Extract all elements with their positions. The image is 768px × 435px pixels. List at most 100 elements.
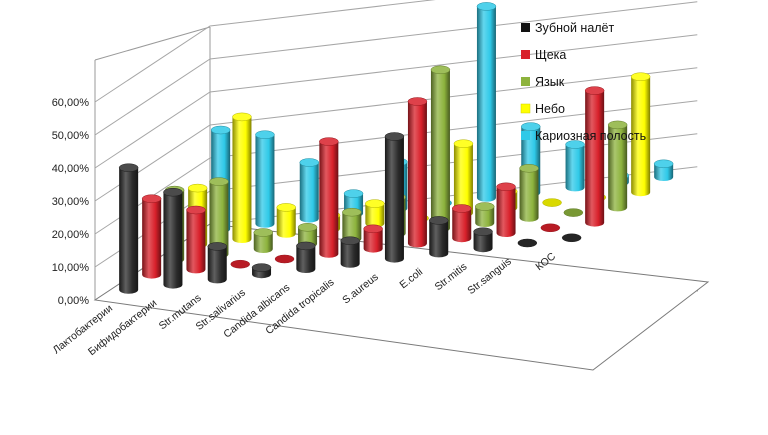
bar-top [540,223,561,233]
bar-top [584,86,605,95]
bar [630,72,651,197]
category-label: Бифидобактерии [86,297,159,358]
bar-body [429,220,449,258]
legend-item: Щека [521,48,566,62]
bar-top [429,216,449,225]
bar-top [476,2,497,11]
bar [299,158,319,223]
bar-body [473,231,493,253]
legend-swatch-2 [521,77,530,86]
bar-top [519,164,539,173]
bar-body [608,124,628,212]
bar-top [296,241,316,251]
bar-top [542,198,562,207]
bar [296,241,316,273]
bar-top [299,158,319,167]
bar-top [407,97,428,106]
bar [496,182,516,237]
bar-top [319,137,339,146]
y-tick-label: 20,00% [52,229,90,241]
bar-body [365,203,385,228]
bar-body [207,246,227,284]
bar-top [251,263,272,272]
bar [476,2,497,202]
bar-top [496,182,516,192]
bar-top [517,238,538,248]
bar [540,223,561,233]
bar [653,159,674,181]
bar-body [253,232,273,253]
legend-item: Кариозная полость [521,129,646,143]
y-tick-label: 60,00% [52,97,90,109]
bar-body [163,192,183,289]
legend-swatch-4 [521,131,530,140]
legend-item: Язык [521,75,565,89]
bar-body [585,90,605,227]
bar-top [521,122,541,131]
bar-body [232,116,252,243]
bar-top [384,132,405,141]
bar-body [565,144,585,192]
bar-top [453,139,474,148]
bar [365,199,385,228]
legend-swatch-3 [520,103,531,114]
bar [517,238,538,248]
bar-body [496,186,516,237]
bar-body [299,162,319,223]
bar-top [118,163,139,172]
bar-top [565,140,585,149]
bar [232,112,252,243]
bar [452,204,472,243]
y-tick-label: 40,00% [52,163,90,175]
gridline [94,0,436,103]
bar-body [363,228,383,253]
bar-top [340,236,360,245]
side-wall-top-edge [94,26,211,61]
bar [230,259,250,269]
bar-top [207,242,227,251]
bar-body [276,207,296,238]
bar-body [186,210,206,274]
bar-top [343,189,364,198]
bar-body [296,245,316,273]
bar-top [561,233,582,243]
bar-body [476,6,496,202]
bar [475,202,495,227]
bar-body [631,76,651,197]
bar-top [255,130,275,139]
bar [253,228,273,253]
bar-body [475,206,495,227]
bar-body [342,212,362,243]
bar [384,132,405,263]
bar-body [654,163,674,181]
y-tick-label: 50,00% [52,130,90,142]
bar [584,86,605,227]
bar-body [255,134,275,228]
bar-top [276,203,296,212]
bar [607,120,628,212]
bar-body [384,136,404,263]
bar [430,65,451,233]
bar-body [340,240,360,268]
legend-item: Небо [520,102,565,116]
bar [274,254,295,264]
legend-label: Щека [535,48,566,62]
bar [141,194,162,279]
bar-top [607,120,628,130]
bar [207,242,227,284]
bar [542,198,562,207]
bar [342,207,362,243]
y-tick-label: 30,00% [52,196,90,208]
legend-label: Небо [535,102,565,116]
bar-top [363,224,383,234]
bar-top [563,208,584,217]
bars [118,2,674,294]
bar [429,216,449,258]
bar-top [297,223,318,232]
bar-top [209,177,229,186]
bar-top [186,205,206,215]
bar-top [473,227,493,236]
bar-top [187,183,208,193]
bar-top [210,125,231,135]
bar [363,224,383,253]
